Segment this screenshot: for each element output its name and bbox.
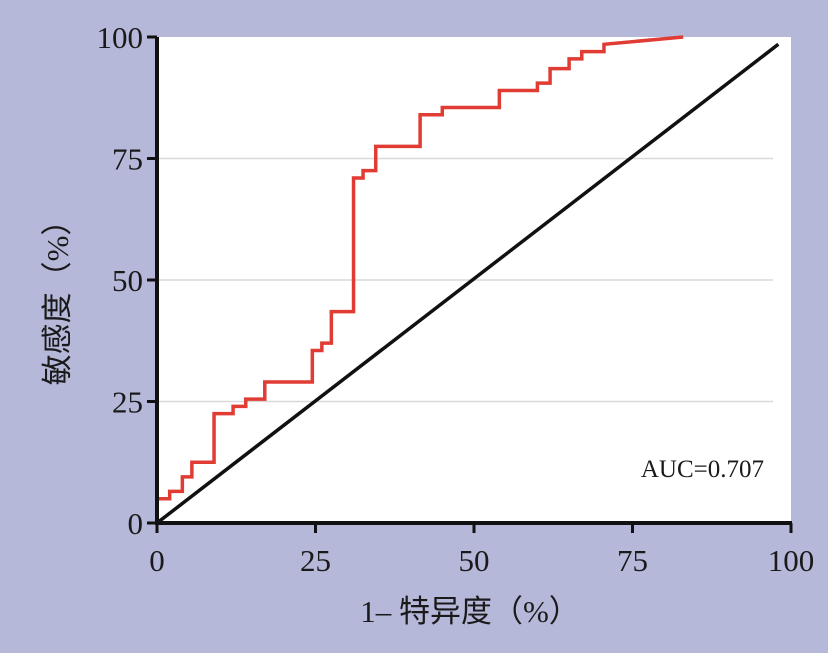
gridlines bbox=[157, 157, 773, 403]
axes: 0 25 50 75 100 0 25 50 75 100 bbox=[97, 20, 815, 578]
y-tick-label: 100 bbox=[97, 20, 144, 55]
x-tick-label: 0 bbox=[149, 543, 165, 578]
auc-annotation: AUC=0.707 bbox=[641, 456, 764, 483]
roc-curve bbox=[155, 35, 684, 523]
y-tick-label: 75 bbox=[112, 142, 143, 177]
y-axis-label: 敏感度（%） bbox=[40, 205, 75, 386]
y-tick-label: 50 bbox=[112, 263, 143, 298]
x-tick-label: 100 bbox=[768, 543, 815, 578]
x-axis-label: 1– 特异度（%） bbox=[360, 594, 580, 629]
y-tick-label: 25 bbox=[112, 385, 143, 420]
x-tick-label: 75 bbox=[617, 543, 648, 578]
reference-line bbox=[155, 42, 780, 525]
y-tick-label: 0 bbox=[128, 506, 144, 541]
x-tick-label: 50 bbox=[459, 543, 490, 578]
x-tick-label: 25 bbox=[300, 543, 331, 578]
series-group bbox=[155, 35, 780, 525]
